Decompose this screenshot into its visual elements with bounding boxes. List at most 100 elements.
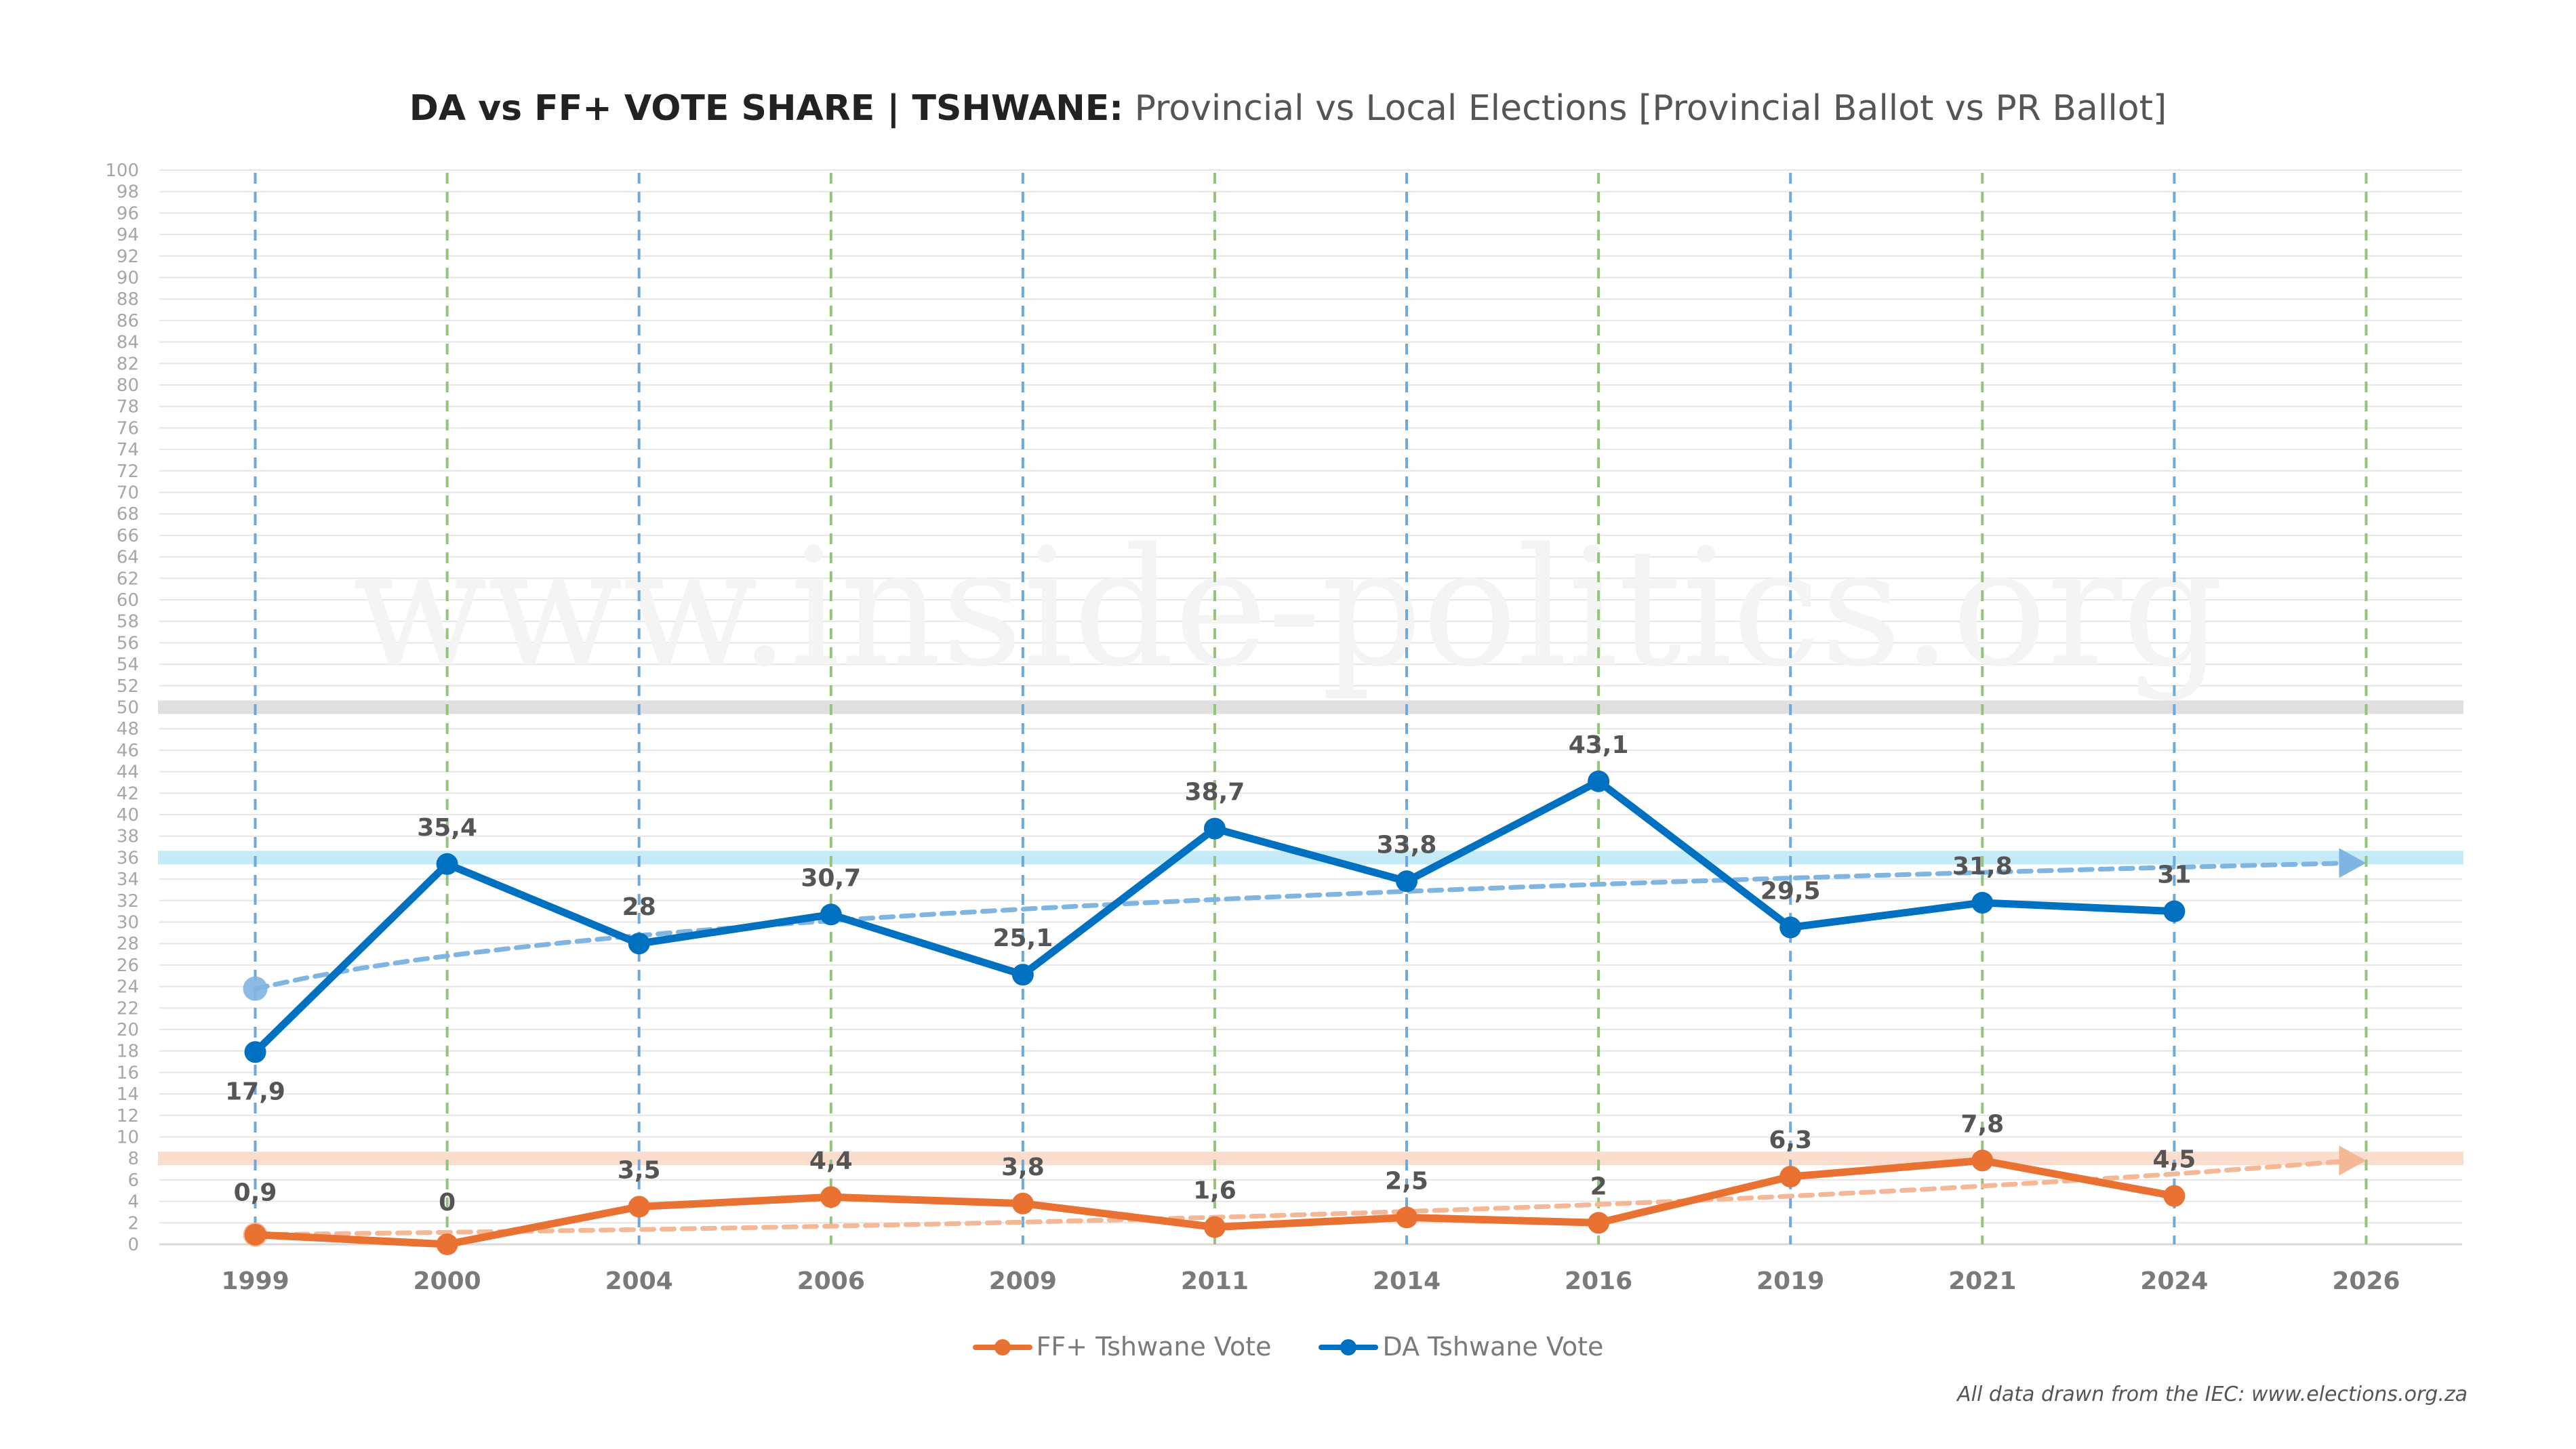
x-tick-label-2000: 2000	[414, 1267, 481, 1295]
da-trendline	[253, 860, 2355, 992]
y-tick-label: 86	[117, 311, 139, 331]
y-tick-label: 6	[127, 1170, 139, 1191]
y-tick-label: 72	[117, 462, 139, 482]
y-tick-label: 78	[117, 397, 139, 417]
x-tick-label-2006: 2006	[797, 1267, 865, 1295]
y-tick-label: 10	[117, 1128, 139, 1148]
x-tick-label-2019: 2019	[1756, 1267, 1824, 1295]
da-point-2009	[1011, 964, 1034, 986]
ff-point-2021	[1971, 1149, 1994, 1172]
legend-label-da: DA Tshwane Vote	[1382, 1332, 1604, 1362]
y-tick-label: 26	[117, 956, 139, 976]
x-tick-label-1999: 1999	[221, 1267, 289, 1295]
da-data-label-2006: 30,7	[801, 864, 861, 892]
da-data-label-2021: 31,8	[1952, 853, 2013, 880]
chart-title-subtitle: Provincial vs Local Elections [Provincia…	[1134, 88, 2167, 129]
y-tick-label: 94	[117, 225, 139, 245]
y-tick-label: 36	[117, 848, 139, 868]
y-tick-label: 44	[117, 762, 139, 783]
da-data-label-2016: 43,1	[1569, 731, 1629, 759]
legend-item-ff[interactable]: FF+ Tshwane Vote	[972, 1332, 1271, 1362]
y-tick-label: 50	[117, 698, 139, 718]
legend-item-da[interactable]: DA Tshwane Vote	[1319, 1332, 1603, 1362]
da-trend-start-marker	[243, 976, 268, 1001]
x-tick-label-2009: 2009	[989, 1267, 1057, 1295]
y-tick-label: 66	[117, 526, 139, 546]
ff-point-2000	[436, 1233, 458, 1255]
da-data-label-2009: 25,1	[992, 924, 1053, 952]
reference-bands	[158, 700, 2463, 1166]
y-tick-label: 14	[117, 1084, 139, 1105]
y-tick-label: 58	[117, 612, 139, 632]
da-point-2006	[820, 903, 842, 926]
da-point-2011	[1203, 817, 1226, 840]
y-tick-label: 38	[117, 827, 139, 847]
y-tick-label: 16	[117, 1063, 139, 1083]
y-tick-label: 40	[117, 805, 139, 825]
ff-point-2011	[1203, 1216, 1226, 1238]
x-tick-label-2021: 2021	[1948, 1267, 2016, 1295]
da-point-2014	[1396, 870, 1418, 893]
legend: FF+ Tshwane Vote DA Tshwane Vote	[0, 1332, 2576, 1362]
ff-point-2014	[1396, 1206, 1418, 1229]
da-point-1999	[244, 1041, 266, 1063]
ff-data-label-2014: 2,5	[1385, 1167, 1428, 1195]
ff-data-label-1999: 0,9	[234, 1179, 277, 1207]
chart-title-bold: DA vs FF+ VOTE SHARE | TSHWANE:	[409, 88, 1124, 129]
majority-line	[158, 700, 2463, 714]
y-tick-label: 56	[117, 633, 139, 653]
da-data-label-1999: 17,9	[225, 1078, 285, 1105]
ff-data-label-2016: 2	[1590, 1172, 1607, 1200]
da-data-label-2011: 38,7	[1185, 779, 1245, 807]
da-data-label-2000: 35,4	[417, 814, 477, 842]
ff-data-label-2000: 0	[439, 1189, 456, 1217]
ff-point-2016	[1588, 1212, 1610, 1234]
y-tick-label: 80	[117, 375, 139, 396]
x-tick-label-2016: 2016	[1565, 1267, 1632, 1295]
y-tick-label: 62	[117, 569, 139, 589]
y-tick-label: 18	[117, 1042, 139, 1062]
ff-data-label-2011: 1,6	[1193, 1177, 1236, 1205]
legend-swatch-da	[1319, 1336, 1379, 1357]
x-tick-label-2011: 2011	[1181, 1267, 1249, 1295]
y-tick-label: 64	[117, 548, 139, 568]
source-footnote: All data drawn from the IEC: www.electio…	[1957, 1383, 2468, 1406]
y-tick-label: 60	[117, 590, 139, 611]
ff-data-label-2019: 6,3	[1769, 1126, 1812, 1154]
ff-trendline	[253, 1158, 2355, 1238]
data-labels: 0,9 0 3,5 4,4 3,8 1,6 2,5 2 6,3 7,8 4,5 17,9 35,4 28 3…	[225, 731, 2196, 1217]
y-tick-label: 84	[117, 333, 139, 353]
y-tick-label: 70	[117, 483, 139, 504]
da-data-label-2004: 28	[622, 893, 656, 921]
ff-data-label-2006: 4,4	[809, 1147, 853, 1175]
y-tick-label: 12	[117, 1106, 139, 1126]
y-tick-label: 4	[127, 1192, 139, 1212]
year-vertical-lines	[254, 173, 2368, 1244]
y-tick-label: 90	[117, 268, 139, 289]
ff-point-2009	[1011, 1192, 1034, 1215]
x-tick-label-2004: 2004	[605, 1267, 673, 1295]
y-tick-label: 22	[117, 998, 139, 1019]
y-tick-label: 30	[117, 913, 139, 933]
y-tick-label: 8	[127, 1149, 139, 1169]
ff-point-2004	[628, 1196, 650, 1218]
da-data-label-2014: 33,8	[1377, 831, 1437, 859]
da-data-label-2024: 31	[2157, 861, 2191, 889]
ff-trend-arrow	[2339, 1145, 2367, 1176]
x-axis-ticks: 1999 2000 2004 2006 2009 2011 2014 2016 2019 2021…	[221, 1267, 2400, 1295]
da-point-2004	[628, 933, 650, 955]
y-tick-label: 74	[117, 440, 139, 460]
y-tick-label: 92	[117, 247, 139, 267]
y-tick-label: 34	[117, 870, 139, 890]
y-tick-label: 100	[105, 161, 139, 181]
x-tick-label-2026: 2026	[2332, 1267, 2400, 1295]
y-tick-label: 96	[117, 203, 139, 224]
y-tick-label: 82	[117, 354, 139, 374]
y-tick-label: 24	[117, 977, 139, 998]
y-tick-label: 42	[117, 783, 139, 804]
ff-point-2019	[1779, 1166, 1802, 1188]
da-point-2019	[1779, 916, 1802, 939]
ff-data-label-2004: 3,5	[618, 1157, 661, 1185]
ff-point-2006	[820, 1186, 842, 1208]
